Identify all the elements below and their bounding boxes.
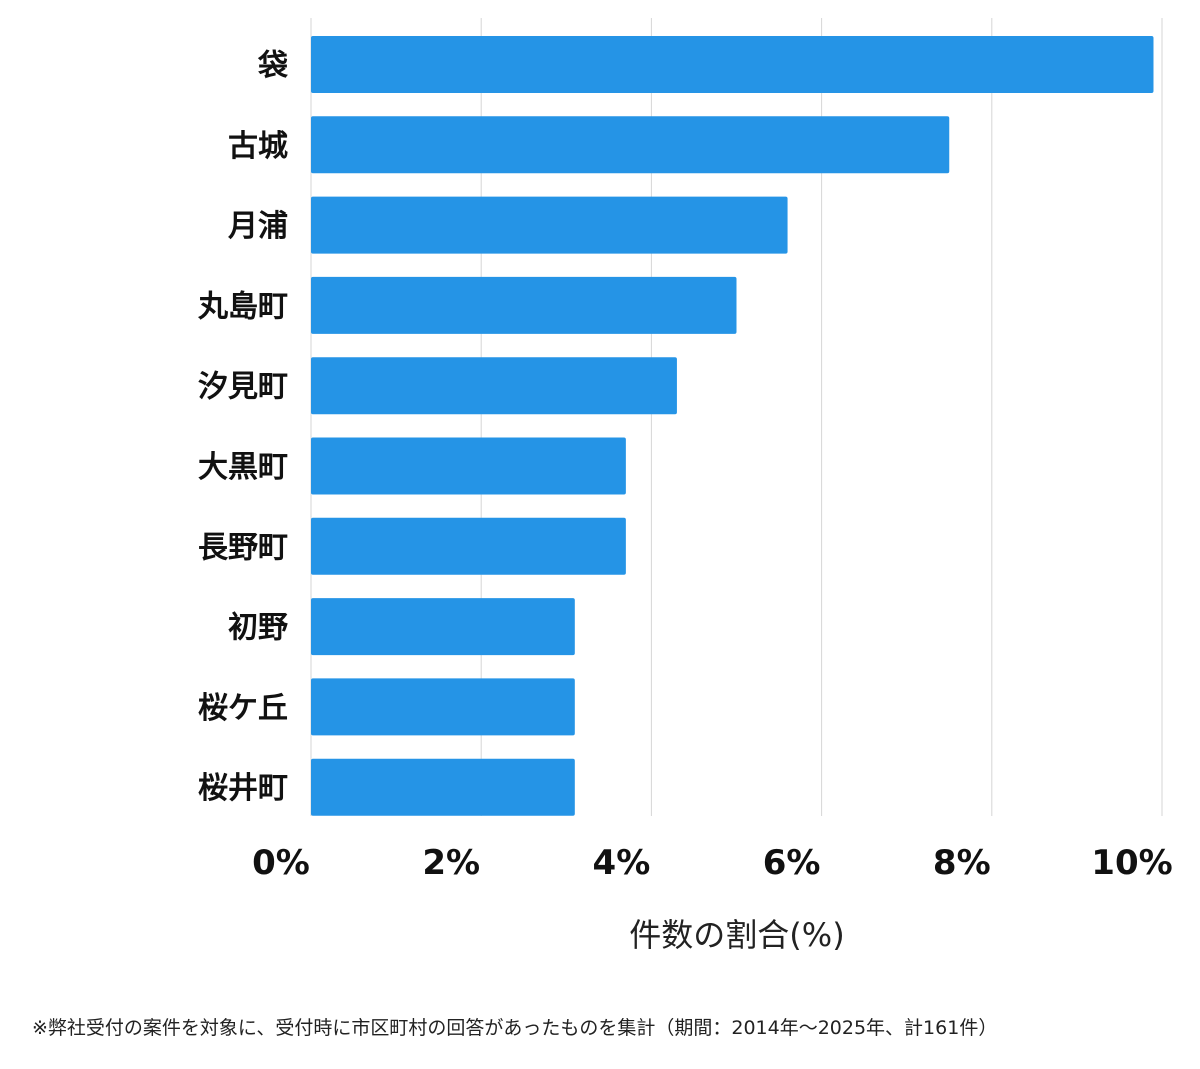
bar [311, 196, 788, 254]
bar [311, 598, 575, 656]
bar [311, 678, 575, 736]
bar [311, 357, 677, 415]
x-tick-label: 8% [933, 843, 991, 883]
category-label: 月浦 [228, 209, 288, 244]
bar [311, 517, 626, 575]
category-label: 大黒町 [198, 450, 288, 485]
category-label: 袋 [257, 49, 288, 84]
bar [311, 276, 737, 334]
bar [311, 116, 950, 174]
bar [311, 36, 1154, 93]
category-label: 丸島町 [197, 289, 288, 324]
bar [311, 758, 575, 816]
x-tick-label: 4% [593, 843, 651, 883]
x-tick-label: 2% [422, 843, 480, 883]
category-label: 桜井町 [198, 771, 288, 806]
x-tick-label: 6% [763, 843, 821, 883]
category-label: 汐見町 [198, 370, 288, 405]
category-label: 初野 [228, 611, 288, 646]
category-label: 長野町 [198, 530, 288, 565]
x-tick-label: 0% [252, 843, 310, 883]
x-tick-label: 10% [1091, 843, 1172, 883]
category-label: 古城 [228, 129, 288, 164]
x-tick-labels: 0% 2% 4% 6% 8% 10% [252, 843, 1173, 883]
category-label: 桜ケ丘 [198, 691, 288, 726]
bars [311, 36, 1154, 816]
footnote: ※弊社受付の案件を対象に、受付時に市区町村の回答があったものを集計（期間：201… [32, 1017, 998, 1039]
bar [311, 437, 626, 495]
x-axis-title: 件数の割合(%) [629, 916, 844, 954]
